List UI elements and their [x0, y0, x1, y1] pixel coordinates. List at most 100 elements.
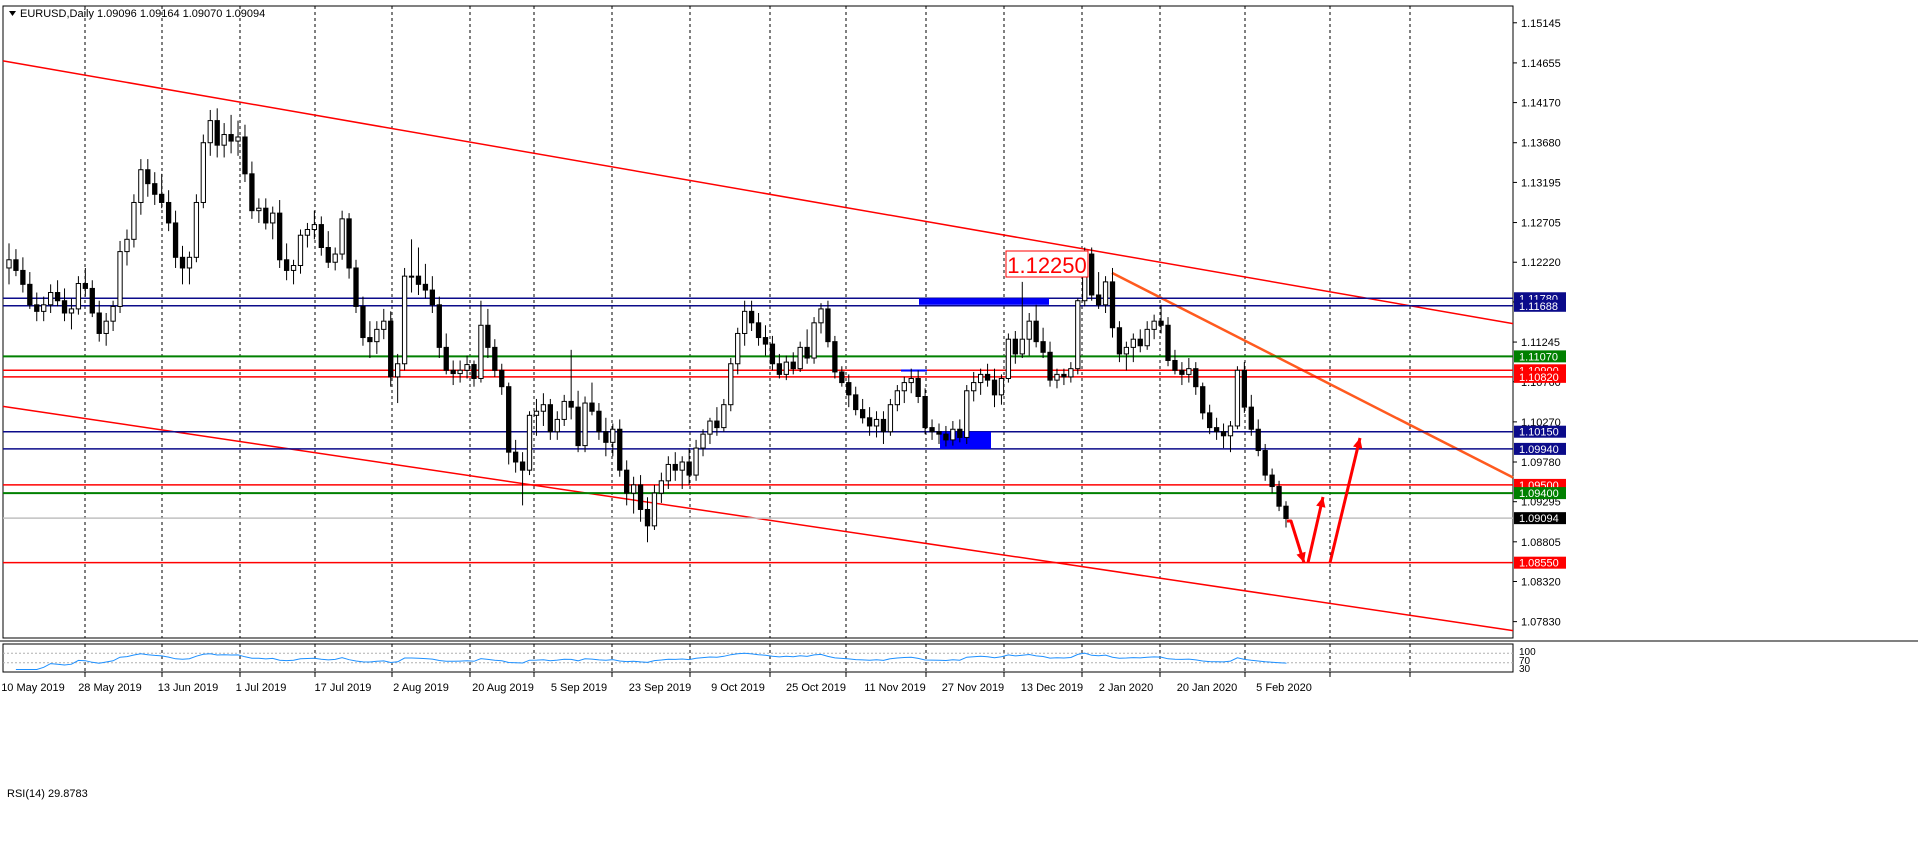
- bear-candle: [1213, 427, 1220, 433]
- bull-candle: [457, 369, 463, 375]
- price-axis: 1.15145 1.14655 1.14170 1.13680 1.13195 1.127…: [1513, 18, 1566, 629]
- bear-candle: [846, 382, 852, 396]
- y-tick-label: 1.15145: [1521, 18, 1561, 30]
- bull-candle: [908, 377, 914, 384]
- bear-candle: [1095, 294, 1102, 306]
- bull-candle: [1227, 425, 1234, 437]
- bear-candle: [61, 300, 68, 314]
- bear-candle: [1012, 338, 1018, 355]
- bear-candle: [1109, 281, 1116, 329]
- bear-candle: [880, 418, 887, 433]
- time-axis: 10 May 2019 28 May 2019 13 Jun 2019 1 Jul 2…: [1, 672, 1411, 694]
- y-tick-label: 1.08320: [1521, 577, 1561, 589]
- bull-candle: [540, 404, 547, 412]
- bear-candle: [943, 433, 949, 441]
- y-tick-label: 1.13195: [1521, 177, 1561, 189]
- level-price-tag: [1514, 299, 1566, 312]
- y-tick-label: 1.07830: [1521, 617, 1561, 629]
- bear-candle: [762, 337, 769, 345]
- ohlc-values: 1.09096 1.09164 1.09070 1.09094: [97, 8, 265, 20]
- bull-candle: [381, 320, 387, 330]
- bull-candle: [395, 363, 401, 378]
- bear-candle: [443, 346, 449, 371]
- bear-candle: [922, 395, 928, 429]
- bear-candle: [1172, 359, 1178, 371]
- bear-candle: [145, 169, 151, 185]
- bull-candle: [1234, 369, 1241, 427]
- y-tick-label: 1.14170: [1521, 98, 1561, 110]
- bull-candle: [1102, 281, 1109, 306]
- bull-candle: [1186, 368, 1192, 375]
- bear-candle: [89, 287, 95, 314]
- arrow-down-head: [1296, 551, 1306, 563]
- bear-candle: [617, 428, 623, 471]
- symbol-label: EURUSD,Daily: [20, 8, 94, 20]
- bear-candle: [353, 267, 359, 307]
- x-tick-label: 11 Nov 2019: [864, 682, 926, 694]
- x-tick-label: 10 May 2019: [1, 682, 65, 694]
- channel-upper-line: [2, 60, 1514, 325]
- bear-candle: [589, 402, 595, 412]
- bull-candle: [1144, 328, 1150, 347]
- small-zone: [901, 369, 927, 372]
- bull-candle: [117, 251, 123, 307]
- bear-candle: [325, 247, 331, 263]
- symbol-dropdown-icon[interactable]: [9, 11, 16, 16]
- bull-candle: [235, 136, 241, 142]
- arrow-up-long: [1328, 437, 1362, 564]
- bear-candle: [485, 324, 491, 348]
- bull-candle: [256, 207, 262, 212]
- x-tick-label: 27 Nov 2019: [942, 682, 1004, 694]
- bear-candle: [179, 256, 186, 269]
- x-tick-label: 20 Aug 2019: [472, 682, 534, 694]
- bear-candle: [165, 201, 172, 224]
- bear-candle: [152, 183, 158, 195]
- bear-candle: [1269, 474, 1275, 488]
- bear-candle: [277, 212, 283, 261]
- bull-candle: [200, 142, 206, 203]
- bull-candle: [582, 402, 588, 447]
- x-tick-label: 23 Sep 2019: [629, 682, 691, 694]
- bear-candle: [242, 136, 248, 175]
- bear-candle: [1283, 505, 1289, 519]
- bull-candle: [887, 404, 894, 433]
- bear-candle: [1248, 406, 1254, 430]
- bull-candle: [651, 492, 658, 527]
- rsi-title: RSI(14) 29.8783: [7, 788, 88, 800]
- bull-candle: [290, 265, 297, 271]
- bull-candle: [6, 259, 12, 269]
- bear-candle: [506, 386, 512, 453]
- bear-candle: [1200, 386, 1206, 414]
- level-price-tag: [1514, 487, 1566, 500]
- x-tick-label: 2 Jan 2020: [1099, 682, 1153, 694]
- bull-candle: [408, 275, 415, 278]
- y-tick-label: 1.12705: [1521, 218, 1561, 230]
- bear-candle: [283, 259, 290, 271]
- x-tick-label: 2 Aug 2019: [393, 682, 449, 694]
- bull-candle: [1026, 320, 1032, 340]
- y-tick-label: 1.14655: [1521, 58, 1561, 70]
- bear-candle: [1179, 369, 1185, 375]
- bear-candle: [672, 463, 678, 471]
- bull-candle: [68, 308, 75, 314]
- arrow-up-short: [1306, 496, 1325, 564]
- bull-candle: [693, 447, 699, 476]
- bull-candle: [971, 382, 977, 392]
- bull-candle: [894, 390, 900, 406]
- bear-candle: [575, 406, 581, 447]
- level-price-label: 1.09940: [1519, 444, 1559, 456]
- bear-candle: [748, 310, 755, 324]
- bull-candle: [1123, 346, 1130, 355]
- bear-candle: [825, 308, 831, 343]
- bull-candle: [728, 363, 734, 406]
- bear-candle: [34, 304, 40, 312]
- bull-candle: [658, 480, 665, 494]
- x-tick-label: 5 Sep 2019: [551, 682, 607, 694]
- bull-candle: [304, 228, 311, 236]
- bull-candle: [47, 292, 54, 306]
- horizontal-levels: [3, 297, 1513, 564]
- bear-candle: [859, 409, 866, 419]
- bear-candle: [603, 431, 609, 443]
- level-price-tag: [1514, 512, 1566, 525]
- bear-candle: [436, 304, 442, 348]
